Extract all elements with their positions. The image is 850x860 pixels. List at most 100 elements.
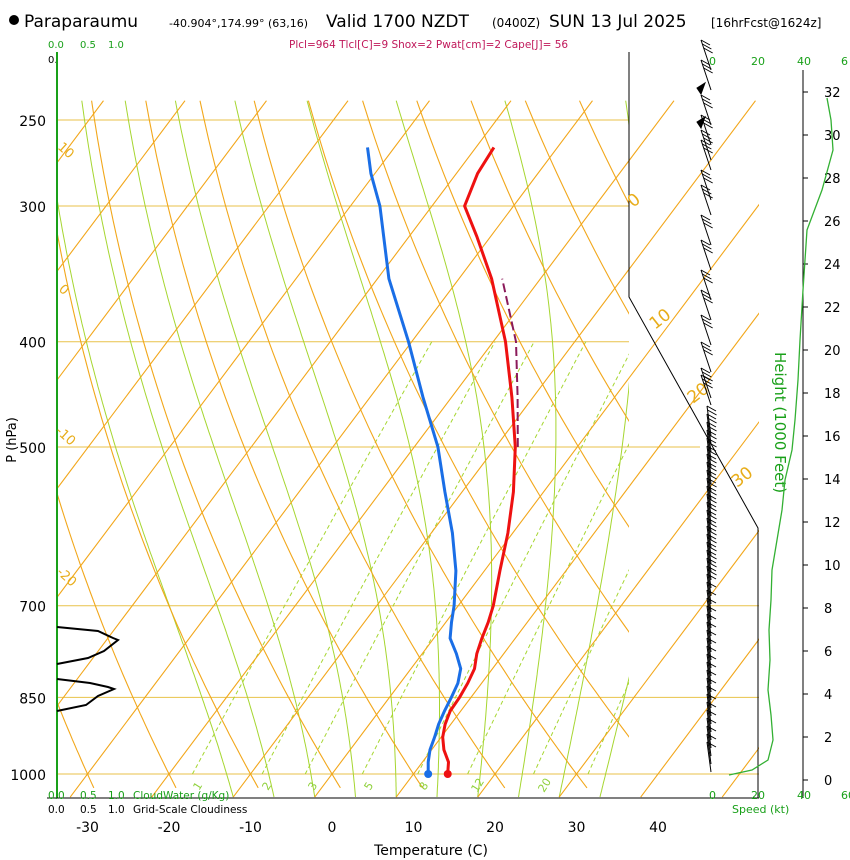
svg-text:12: 12 (469, 776, 487, 795)
wind-barb-flag (702, 318, 712, 325)
wind-barb (706, 557, 712, 589)
wind-barb-flag (703, 177, 713, 184)
wind-barb-pennant (696, 115, 706, 130)
height-tick-label: 0 (824, 774, 832, 789)
wind-barb (706, 581, 712, 613)
dry-adiabat-lines (57, 100, 629, 789)
isotherm-line (629, 421, 759, 597)
side-isotherm-lines (629, 100, 759, 798)
wind-barb-flag (700, 314, 711, 321)
wind-barb (706, 469, 712, 501)
moist-adiabat-line (234, 100, 397, 797)
wind-barb-flag (702, 218, 712, 225)
temperature-tick-label: 40 (649, 820, 667, 836)
height-tick-label: 6 (824, 645, 832, 660)
wind-barb (700, 367, 712, 399)
wind-barb-flag (703, 375, 713, 382)
wind-barb (700, 59, 712, 91)
temperature-tick-label: 20 (486, 820, 504, 836)
temperature-axis-label: Temperature (C) (373, 843, 488, 859)
wind-barb-flag (703, 137, 713, 144)
dry-adiabat-line (307, 100, 629, 738)
bottom-scale-green: 0.0 0.5 1.0 CloudWater (g/Kg) (48, 790, 229, 802)
wind-barb (700, 374, 712, 406)
svg-text:0.5: 0.5 (80, 790, 97, 802)
moist-adiabat-line (174, 100, 356, 798)
dry-adiabat-line (199, 100, 506, 789)
height-tick-label: 16 (824, 430, 841, 445)
wind-barb (706, 621, 712, 653)
height-tick-label: 10 (824, 559, 841, 574)
temperature-tick-label: -20 (158, 820, 181, 836)
wind-barb (706, 629, 712, 661)
utc-time: (0400Z) (492, 16, 540, 30)
bottom-speed-scale: 0 20 40 60 (709, 789, 850, 802)
height-tick-label: 8 (824, 602, 832, 617)
wind-barb (706, 477, 712, 509)
valid-date: SUN 13 Jul 2025 (549, 12, 687, 32)
height-tick-label: 26 (824, 215, 841, 230)
grid-cloudiness-label: Grid-Scale Cloudiness (133, 804, 247, 816)
bottom-scale-black: 0.0 0.5 1.0 Grid-Scale Cloudiness (48, 804, 247, 816)
wind-barb (700, 139, 712, 171)
pressure-tick-label: 700 (19, 600, 46, 616)
dewpoint-line (366, 147, 463, 774)
wind-barb (700, 169, 712, 201)
wind-barb-flag (706, 405, 717, 412)
wind-barb (706, 725, 712, 757)
svg-text:0.0: 0.0 (48, 790, 65, 802)
moist-adiabat-line (306, 100, 440, 798)
wind-barbs (696, 39, 717, 773)
wind-barb-flag (703, 122, 713, 129)
wind-barb (706, 525, 712, 557)
svg-text:0: 0 (709, 55, 716, 68)
isotherm-line (640, 638, 759, 798)
wind-barb (706, 589, 712, 621)
wind-barb-flag (703, 297, 713, 304)
svg-text:0.0: 0.0 (48, 804, 65, 816)
wind-barb-flag (700, 114, 711, 121)
height-tick-label: 4 (824, 688, 832, 703)
height-tick-label: 32 (824, 86, 841, 101)
wind-barb (706, 445, 712, 477)
wind-barb (706, 701, 712, 733)
sounding-indices: Plcl=964 Tlcl[C]=9 Shox=2 Pwat[cm]=2 Cap… (289, 39, 568, 51)
isotherm-line (151, 159, 629, 798)
wind-barb-flag (700, 214, 711, 221)
wind-barb-flag (700, 367, 711, 374)
isotherm-line (629, 529, 759, 705)
wind-barb-flag (703, 322, 713, 329)
wind-barb (706, 645, 712, 677)
height-tick-label: 12 (824, 516, 841, 531)
temperature-tick-labels: -30 -20 -10 0 10 20 30 40 (76, 820, 667, 836)
wind-barb (700, 129, 712, 161)
wind-barb-flag (702, 371, 712, 378)
isotherm-line (641, 101, 850, 797)
wind-barb-flag (702, 293, 712, 300)
dry-adiabat-line (57, 700, 95, 789)
wind-barb-flag (700, 289, 711, 296)
wind-barb (706, 493, 712, 525)
wind-barb (700, 239, 712, 271)
dry-adiabat-line (362, 100, 629, 633)
pressure-tick-label: 1000 (10, 768, 46, 784)
wind-barb (706, 437, 712, 469)
isotherm-line (57, 100, 349, 490)
wind-barb (706, 685, 712, 717)
wind-barb (706, 533, 712, 565)
svg-text:60: 60 (841, 789, 850, 802)
isotherm-line (57, 100, 186, 273)
dry-adiabat-line (416, 100, 629, 528)
pressure-tick-label: 400 (19, 336, 46, 352)
mixing-ratio-line (533, 568, 629, 775)
moist-adiabat-line (81, 100, 275, 798)
isotherm-line (477, 594, 629, 798)
mixing-ratio-line (467, 443, 629, 775)
wind-barb-flag (703, 247, 713, 254)
wind-barb (706, 653, 712, 685)
wind-barb-pennant (696, 81, 706, 96)
svg-text:0.0: 0.0 (48, 40, 64, 51)
wind-barb (700, 94, 712, 126)
